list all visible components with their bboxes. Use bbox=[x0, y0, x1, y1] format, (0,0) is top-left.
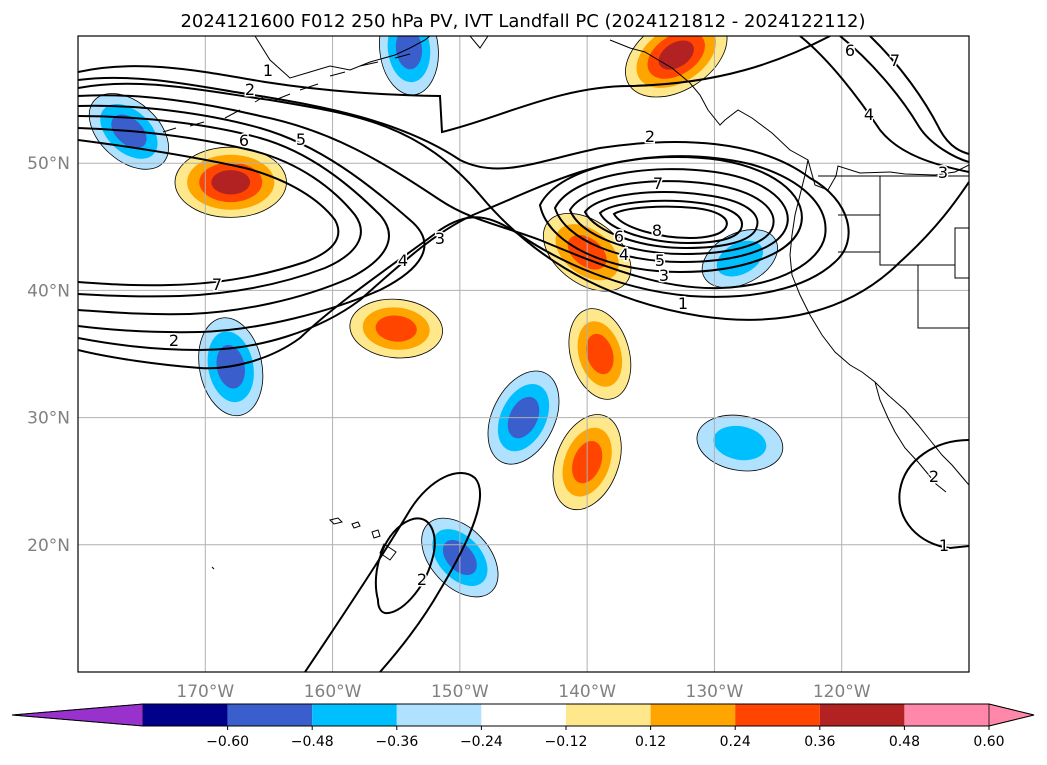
pv-anomaly-fill-level bbox=[375, 315, 417, 342]
colorbar-tick-label: −0.24 bbox=[460, 734, 503, 750]
pv-contour-label: 4 bbox=[398, 251, 408, 270]
pv-contour-1-north bbox=[78, 36, 831, 134]
pv-contour-label: 3 bbox=[938, 163, 948, 182]
pv-contour-label: 2 bbox=[169, 331, 179, 350]
pv-contour-east-ring-4 bbox=[583, 191, 759, 250]
pv-contour-label: 3 bbox=[435, 229, 445, 248]
pv-contour-label: 1 bbox=[678, 294, 688, 313]
pv-contour-east-ring-3 bbox=[568, 180, 775, 256]
lon-tick-label: 140°W bbox=[558, 682, 616, 702]
pv-contour-7-west bbox=[78, 139, 340, 287]
pv-contour-label: 7 bbox=[212, 275, 222, 294]
latitude-labels: 20°N 30°N 40°N 50°N bbox=[27, 154, 70, 556]
pv-anomaly-area bbox=[568, 308, 632, 400]
pv-anomaly-area bbox=[625, 36, 728, 98]
colorbar-tick-label: 0.36 bbox=[804, 734, 835, 750]
pv-contour-southeast-ring bbox=[898, 439, 969, 550]
us-state-lines bbox=[838, 176, 969, 329]
map-frame bbox=[77, 35, 970, 673]
pv-contour-label: 2 bbox=[645, 127, 655, 146]
pv-anomaly-area bbox=[349, 298, 443, 359]
pv-contour-2-north bbox=[78, 76, 850, 370]
colorbar: −0.60 −0.48 −0.36 −0.24 −0.12 0.12 0.24 0.36 0.4… bbox=[11, 703, 1035, 750]
pv-contour-label: 2 bbox=[245, 80, 255, 99]
pv-contour-label: 3 bbox=[659, 266, 669, 285]
colorbar-outline bbox=[11, 703, 1035, 727]
pv-contour-label: 1 bbox=[939, 536, 949, 555]
pv-contour-label: 2 bbox=[929, 467, 939, 486]
colorbar-tick-label: −0.60 bbox=[206, 734, 249, 750]
colorbar-tick-label: 0.12 bbox=[635, 734, 666, 750]
pv-contour-label: 6 bbox=[239, 131, 249, 150]
pv-anomaly-fill-level bbox=[211, 170, 251, 195]
colorbar-segment bbox=[143, 704, 228, 726]
pv-contour-label: 4 bbox=[864, 105, 874, 124]
colorbar-segment bbox=[735, 704, 820, 726]
colorbar-segment bbox=[312, 704, 397, 726]
colorbar-segment bbox=[227, 704, 313, 726]
lon-tick-label: 130°W bbox=[686, 682, 744, 702]
pv-contour-label: 5 bbox=[655, 251, 665, 270]
colorbar-tick-label: −0.12 bbox=[545, 734, 588, 750]
colorbar-extend-high bbox=[988, 703, 1035, 727]
pv-contour-3 bbox=[78, 94, 827, 352]
pv-contour-label: 5 bbox=[296, 130, 306, 149]
pv-anomaly-fill-level bbox=[658, 40, 694, 70]
pv-anomaly-area bbox=[487, 370, 560, 465]
pv-contour-east-ring-7 bbox=[598, 199, 743, 245]
pv-contour-5 bbox=[78, 115, 390, 316]
colorbar-segment bbox=[904, 704, 989, 726]
colorbar-tick-label: −0.36 bbox=[375, 734, 418, 750]
pv-contour-6 bbox=[78, 127, 362, 298]
colorbar-segment bbox=[650, 704, 736, 726]
pv-anomaly-area bbox=[696, 414, 784, 472]
colorbar-segment bbox=[566, 704, 651, 726]
colorbar-segment bbox=[396, 704, 482, 726]
pv-contour-subtropical-1 bbox=[304, 472, 482, 672]
pv-contour-1-south bbox=[78, 82, 969, 321]
colorbar-tick-label: 0.60 bbox=[973, 734, 1004, 750]
pv-contour-northeast-3 bbox=[869, 36, 969, 155]
hawaii-islands bbox=[211, 517, 397, 570]
pv-contour-east-ring-2 bbox=[553, 168, 789, 264]
colorbar-segment bbox=[819, 704, 905, 726]
pv-contours bbox=[78, 36, 969, 672]
lon-tick-label: 160°W bbox=[304, 682, 362, 702]
lat-tick-label: 40°N bbox=[27, 281, 70, 301]
colorbar-extend-low bbox=[11, 703, 144, 727]
graticule bbox=[78, 36, 969, 672]
pv-contour-label: 1 bbox=[263, 61, 273, 80]
pv-contour-label: 8 bbox=[652, 221, 662, 240]
pv-contour-label: 6 bbox=[845, 41, 855, 60]
lat-tick-label: 50°N bbox=[27, 154, 70, 174]
pv-contour-northeast-2 bbox=[839, 36, 969, 163]
pv-contour-4 bbox=[78, 104, 426, 334]
lat-tick-label: 20°N bbox=[27, 536, 70, 556]
colorbar-tick-label: 0.48 bbox=[889, 734, 920, 750]
pv-contour-label: 4 bbox=[619, 245, 629, 264]
pv-contour-label: 7 bbox=[653, 174, 663, 193]
pv-contour-northeast-1 bbox=[799, 36, 969, 173]
lon-tick-label: 150°W bbox=[431, 682, 489, 702]
lon-tick-label: 120°W bbox=[813, 682, 871, 702]
chart-title: 2024121600 F012 250 hPa PV, IVT Landfall… bbox=[180, 11, 865, 32]
pv-contour-label: 6 bbox=[614, 227, 624, 246]
lon-tick-label: 170°W bbox=[176, 682, 234, 702]
alaska-coast bbox=[254, 36, 489, 79]
lat-tick-label: 30°N bbox=[27, 409, 70, 429]
colorbar-tick-label: 0.24 bbox=[720, 734, 751, 750]
longitude-labels: 170°W 160°W 150°W 140°W 130°W 120°W bbox=[176, 682, 870, 702]
pv-contour-label: 2 bbox=[417, 570, 427, 589]
colorbar-tick-label: −0.48 bbox=[291, 734, 334, 750]
colorbar-segment bbox=[481, 704, 566, 726]
pv-contour-east-ring-8 bbox=[612, 205, 728, 240]
pv-anomaly-fill-level bbox=[713, 425, 767, 461]
pv-contour-label: 7 bbox=[890, 51, 900, 70]
pv-contour-subtropical-2 bbox=[374, 517, 436, 615]
pv-anomaly-fill-level bbox=[586, 333, 614, 375]
pv-contour-east-ring-1 bbox=[538, 156, 803, 274]
